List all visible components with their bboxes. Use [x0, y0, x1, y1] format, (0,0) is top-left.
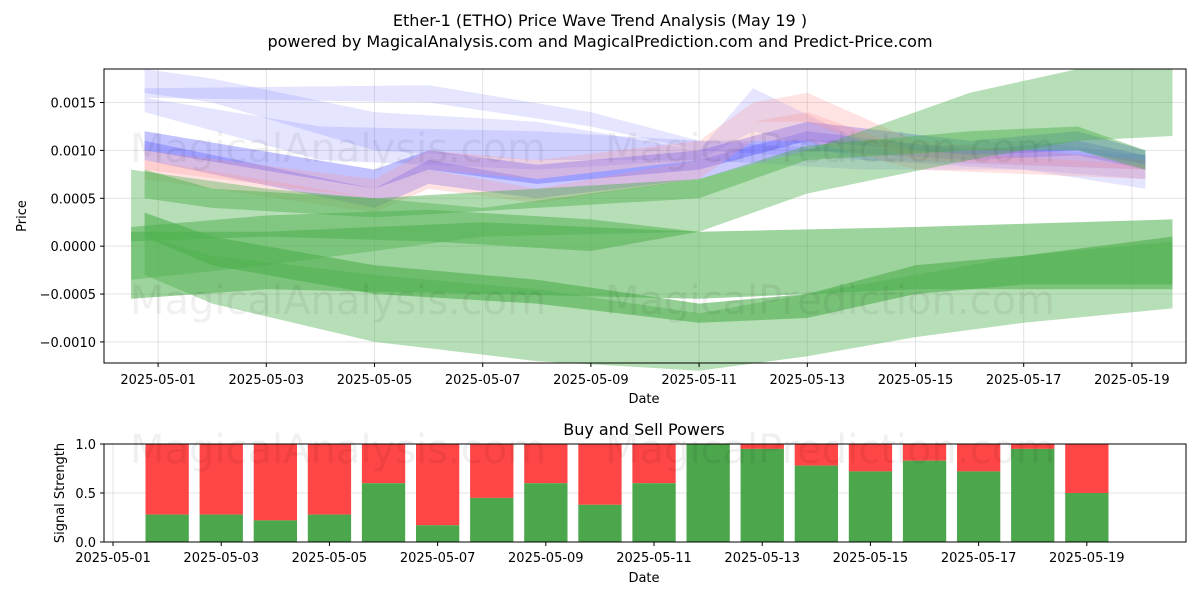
- price-x-tick-label: 2025-05-01: [120, 373, 196, 388]
- price-y-tick-label: −0.0005: [40, 288, 96, 303]
- price-y-tick-label: 0.0015: [51, 97, 97, 112]
- sell-bar: [1011, 444, 1055, 449]
- price-y-axis-label: Price: [15, 200, 30, 232]
- buy-bar: [1011, 448, 1055, 542]
- sell-bar: [199, 444, 243, 515]
- price-band-blue-0: [144, 97, 1146, 189]
- sell-bar: [794, 444, 838, 466]
- price-y-tick-label: −0.0010: [40, 336, 96, 351]
- signal-x-tick-label: 2025-05-03: [183, 551, 259, 566]
- signal-x-tick-label: 2025-05-01: [75, 551, 151, 566]
- signal-x-tick-label: 2025-05-13: [724, 551, 800, 566]
- watermark-bottom-left: MagicalAnalysis.com: [130, 427, 546, 473]
- signal-x-tick-label: 2025-05-11: [616, 551, 692, 566]
- buy-bar: [524, 483, 568, 542]
- buy-bar: [470, 497, 514, 542]
- price-band-blue-4: [144, 131, 1146, 208]
- buy-bar: [794, 465, 838, 542]
- price-x-tick-label: 2025-05-09: [553, 373, 629, 388]
- signal-y-ticks: 0.0 0.5 1.0: [75, 438, 104, 551]
- sell-bar: [578, 444, 622, 505]
- watermark-bottom-right: MagicalPrediction.com: [605, 427, 1055, 473]
- sell-bar: [470, 444, 514, 498]
- signal-x-tick-label: 2025-05-19: [1049, 551, 1125, 566]
- buy-bar: [902, 460, 947, 542]
- price-y-tick-label: 0.0005: [51, 192, 97, 207]
- buy-bar: [145, 514, 189, 542]
- price-band-blue-3: [144, 121, 1146, 189]
- signal-y-tick-label: 0.5: [75, 487, 96, 502]
- price-y-tick-label: 0.0010: [51, 144, 97, 159]
- price-x-tick-label: 2025-05-15: [878, 373, 954, 388]
- sell-bar: [957, 444, 1001, 472]
- signal-x-ticks: 2025-05-01 2025-05-03 2025-05-05 2025-05-07…: [75, 542, 1125, 566]
- price-x-tick-label: 2025-05-05: [337, 373, 413, 388]
- price-y-ticks: 0.0015 0.0010 0.0005 0.0000 −0.0005 −0.0010: [40, 97, 104, 351]
- price-band-green-7: [144, 126, 1146, 218]
- price-panel: MagicalAnalysis.com MagicalPrediction.co…: [15, 68, 1187, 407]
- price-x-axis-label: Date: [628, 392, 659, 407]
- buy-bar: [578, 504, 622, 542]
- buy-bar: [199, 514, 243, 542]
- signal-y-tick-label: 0.0: [75, 536, 96, 551]
- signal-x-tick-label: 2025-05-15: [833, 551, 909, 566]
- price-x-tick-label: 2025-05-07: [445, 373, 521, 388]
- watermark-mid-right: MagicalPrediction.com: [605, 278, 1055, 324]
- price-plot-frame: [103, 68, 1187, 364]
- price-band-pink-5: [144, 92, 1146, 199]
- price-band-blue-1: [144, 69, 1146, 180]
- sell-bar: [307, 444, 352, 515]
- price-band-green-10: [144, 212, 1173, 323]
- watermark-top-left: MagicalAnalysis.com: [130, 126, 546, 172]
- price-band-blue-2: [144, 85, 1146, 170]
- price-x-tick-label: 2025-05-03: [229, 373, 305, 388]
- sell-bar: [740, 444, 784, 449]
- watermark-mid-left: MagicalAnalysis.com: [130, 278, 546, 324]
- sell-bar: [848, 444, 893, 472]
- price-band-pink-6: [144, 112, 1146, 213]
- signal-bars: [145, 444, 1109, 542]
- buy-bar: [1065, 493, 1109, 542]
- signal-chart-title: Buy and Sell Powers: [563, 420, 725, 439]
- price-band-green-12: [131, 209, 700, 251]
- sell-bar: [145, 444, 189, 515]
- price-x-tick-label: 2025-05-13: [770, 373, 846, 388]
- signal-y-axis-label: Signal Strength: [53, 443, 68, 543]
- buy-bar: [686, 444, 730, 542]
- price-y-tick-label: 0.0000: [51, 240, 97, 255]
- signal-x-tick-label: 2025-05-05: [292, 551, 368, 566]
- signal-y-tick-label: 1.0: [75, 438, 96, 453]
- signal-panel: Buy and Sell Powers MagicalAnalysis.com …: [53, 420, 1187, 586]
- price-band-green-11: [144, 236, 1173, 371]
- buy-bar: [416, 525, 460, 542]
- sell-bar: [524, 444, 568, 484]
- chart-title-line2: powered by MagicalAnalysis.com and Magic…: [267, 32, 932, 51]
- signal-x-axis-label: Date: [628, 571, 659, 586]
- sell-bar: [253, 444, 297, 521]
- sell-bar: [632, 444, 676, 484]
- sell-bar: [902, 444, 947, 461]
- chart-title-line1: Ether-1 (ETHO) Price Wave Trend Analysis…: [393, 11, 807, 30]
- price-x-ticks: 2025-05-01 2025-05-03 2025-05-05 2025-05-07…: [120, 363, 1170, 388]
- signal-x-tick-label: 2025-05-09: [508, 551, 584, 566]
- buy-bar: [632, 483, 676, 542]
- watermark-top-right: MagicalPrediction.com: [605, 126, 1055, 172]
- sell-bar: [416, 444, 460, 526]
- signal-x-tick-label: 2025-05-07: [400, 551, 476, 566]
- buy-bar: [848, 471, 893, 542]
- buy-bar: [740, 448, 784, 542]
- price-x-tick-label: 2025-05-17: [986, 373, 1062, 388]
- buy-bar: [361, 483, 406, 542]
- price-x-tick-label: 2025-05-19: [1094, 373, 1170, 388]
- buy-bar: [957, 471, 1001, 542]
- buy-bar: [307, 514, 352, 542]
- sell-bar: [361, 444, 406, 484]
- buy-bar: [253, 520, 297, 542]
- price-bands: [131, 69, 1173, 371]
- signal-x-tick-label: 2025-05-17: [941, 551, 1017, 566]
- price-x-tick-label: 2025-05-11: [661, 373, 737, 388]
- sell-bar: [1065, 444, 1109, 493]
